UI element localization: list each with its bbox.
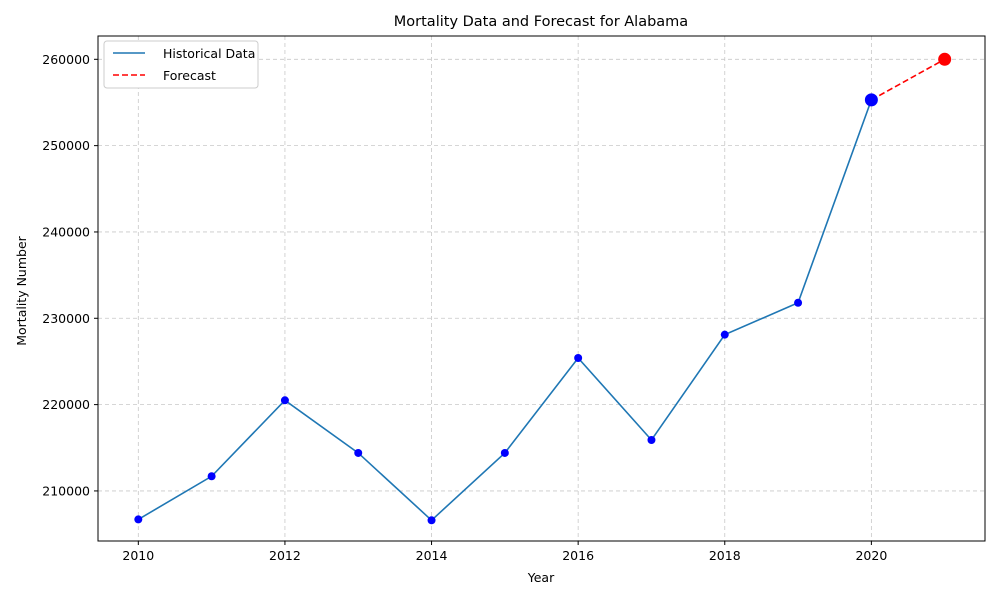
x-tick-label: 2016 — [562, 548, 594, 563]
plot-area-frame — [97, 35, 986, 542]
x-tick-label: 2014 — [416, 548, 448, 563]
historical-data-line — [137, 99, 873, 522]
x-axis-ticks: 2010 2012 2014 2016 2018 2020 — [122, 541, 887, 563]
grid-lines — [98, 36, 985, 541]
y-tick-label: 250000 — [42, 138, 90, 153]
highlighted-point — [938, 52, 952, 66]
y-tick-label: 220000 — [42, 397, 90, 412]
chart-title: Mortality Data and Forecast for Alabama — [394, 14, 688, 30]
legend: Historical Data Forecast — [103, 40, 259, 89]
y-tick-label: 210000 — [42, 483, 90, 498]
x-tick-label: 2010 — [122, 548, 154, 563]
y-tick-label: 260000 — [42, 52, 90, 67]
historical-data-point — [794, 298, 803, 307]
x-axis-label: Year — [527, 570, 555, 585]
historical-data-point — [280, 396, 289, 405]
historical-data-point — [207, 472, 216, 481]
historical-data-point — [354, 448, 363, 457]
historical-data-point — [574, 353, 583, 362]
forecast-line — [870, 58, 946, 101]
historical-data-point — [427, 516, 436, 525]
y-tick-label: 230000 — [42, 311, 90, 326]
legend-forecast-label: Forecast — [163, 68, 216, 83]
historical-data-point — [647, 436, 656, 444]
historical-data-point — [134, 515, 143, 524]
x-tick-label: 2020 — [855, 548, 887, 563]
y-tick-label: 240000 — [42, 224, 90, 239]
x-tick-label: 2012 — [269, 548, 301, 563]
series-layer — [134, 52, 952, 525]
historical-data-point — [720, 330, 729, 339]
y-axis-label: Mortality Number — [14, 235, 29, 345]
y-axis-ticks: 210000 220000 230000 240000 250000 260000 — [42, 52, 98, 498]
historical-data-point — [500, 448, 509, 457]
x-tick-label: 2018 — [709, 548, 741, 563]
highlighted-point — [864, 93, 878, 107]
legend-historical-label: Historical Data — [163, 46, 255, 61]
